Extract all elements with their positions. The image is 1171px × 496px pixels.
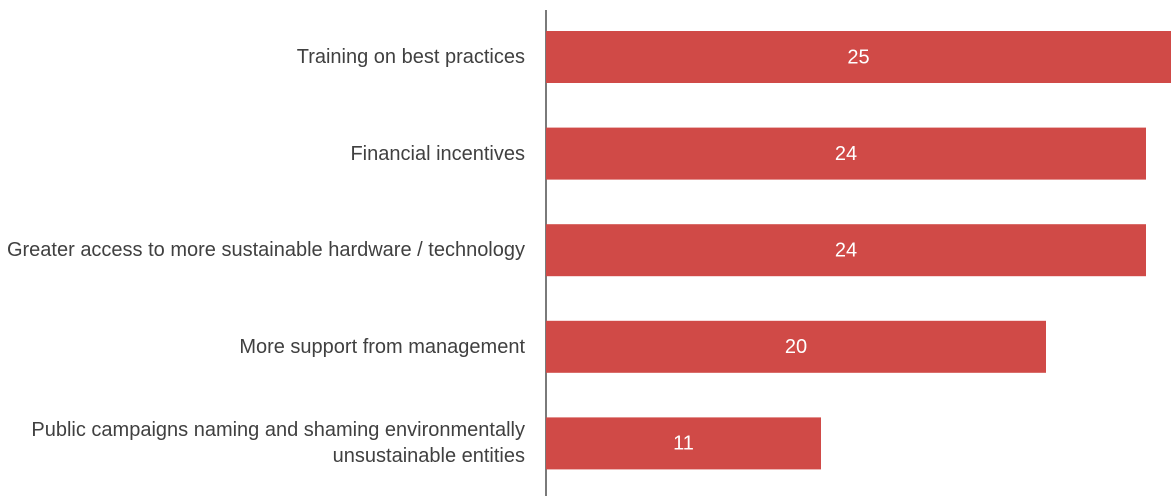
value-label: 24: [835, 239, 857, 261]
value-label: 25: [847, 46, 869, 68]
category-label: More support from management: [239, 335, 525, 358]
bar: [546, 127, 1146, 180]
value-label: 11: [673, 433, 694, 455]
value-label: 24: [835, 143, 857, 165]
category-label: Public campaigns naming and shaming envi…: [31, 419, 525, 468]
bar: [546, 224, 1146, 277]
value-label: 20: [785, 336, 807, 358]
bar: [546, 417, 821, 470]
bar: [546, 31, 1171, 83]
category-label: Greater access to more sustainable hardw…: [6, 239, 525, 262]
bar: [546, 320, 1046, 373]
category-label: Training on best practices: [296, 46, 525, 68]
category-label: Financial incentives: [350, 142, 525, 165]
